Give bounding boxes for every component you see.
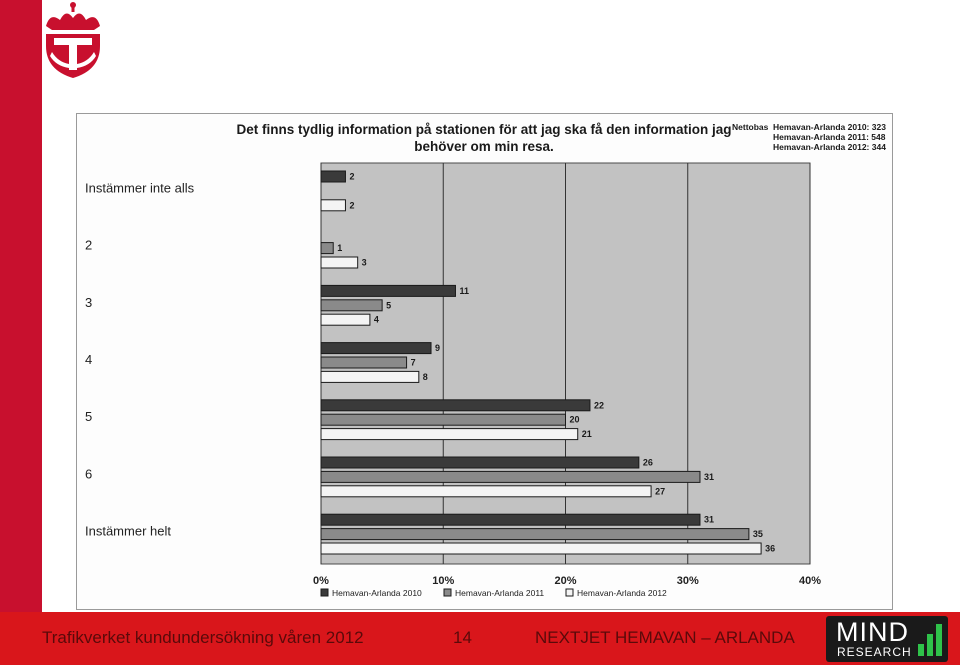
mind-logo-word: MIND: [836, 617, 909, 647]
bar: [320, 470, 701, 483]
footer-bar: [0, 612, 960, 665]
legend-entry: Hemavan-Arlanda 2011: [455, 588, 544, 598]
page-number: 14: [453, 628, 472, 647]
base-line: Hemavan-Arlanda 2011: 548: [773, 132, 886, 142]
bar: [320, 256, 359, 269]
category-label: Instämmer inte alls: [85, 180, 195, 195]
bar: [320, 342, 432, 355]
bar-value-label: 26: [643, 458, 653, 468]
left-accent-bar: [0, 0, 42, 665]
bar-value-label: 4: [374, 315, 379, 325]
mind-bars-icon: [918, 624, 942, 656]
legend-swatch: [443, 588, 452, 597]
bar: [320, 485, 652, 498]
base-heading: Nettobas: [732, 122, 769, 132]
chart-title: behöver om min resa.: [414, 139, 554, 154]
footer-survey-title: Trafikverket kundundersökning våren 2012: [42, 628, 364, 647]
bar-value-label: 20: [570, 415, 580, 425]
category-label: 5: [85, 409, 92, 424]
bar-value-label: 7: [411, 358, 416, 368]
base-line: Hemavan-Arlanda 2010: 323: [773, 122, 886, 132]
bar-value-label: 27: [655, 486, 665, 496]
bar: [320, 399, 591, 412]
category-label: 6: [85, 466, 92, 481]
bar-value-label: 2: [349, 200, 354, 210]
bar: [320, 170, 346, 183]
x-tick-label: 10%: [432, 575, 454, 587]
legend-swatch: [320, 588, 329, 597]
base-line: Hemavan-Arlanda 2012: 344: [773, 142, 886, 152]
bar: [320, 356, 408, 369]
legend-entry: Hemavan-Arlanda 2012: [577, 588, 667, 598]
bar: [320, 528, 750, 541]
category-label: 2: [85, 238, 92, 253]
bar: [320, 313, 371, 326]
bar-value-label: 9: [435, 343, 440, 353]
bar-value-label: 22: [594, 400, 604, 410]
x-tick-label: 40%: [799, 575, 821, 587]
bar-value-label: 31: [704, 515, 714, 525]
category-label: 4: [85, 352, 92, 367]
x-tick-label: 20%: [554, 575, 576, 587]
bar: [320, 542, 762, 555]
bar-value-label: 1: [337, 243, 342, 253]
bar-value-label: 8: [423, 372, 428, 382]
bar-value-label: 21: [582, 429, 592, 439]
bar: [320, 199, 346, 212]
bar-value-label: 11: [459, 286, 469, 296]
bar: [320, 370, 420, 383]
legend-swatch: [565, 588, 574, 597]
crown-t-emblem-icon: [46, 2, 100, 78]
bar: [320, 284, 456, 297]
bar: [320, 428, 579, 441]
x-tick-label: 0%: [313, 575, 329, 587]
bar-value-label: 35: [753, 529, 763, 539]
bar-value-label: 3: [362, 258, 367, 268]
category-label: 3: [85, 295, 92, 310]
bar: [320, 456, 640, 469]
bar-value-label: 2: [349, 172, 354, 182]
bar-value-label: 31: [704, 472, 714, 482]
bar: [320, 299, 383, 312]
legend-entry: Hemavan-Arlanda 2010: [332, 588, 422, 598]
chart-title: Det finns tydlig information på statione…: [236, 122, 731, 137]
bar: [320, 513, 701, 526]
mind-logo-subtext: RESEARCH: [837, 645, 912, 659]
bar-value-label: 5: [386, 300, 391, 310]
bar: [320, 413, 566, 426]
bar: [320, 242, 334, 255]
category-label: Instämmer helt: [85, 524, 171, 539]
x-tick-label: 30%: [677, 575, 699, 587]
footer-route-title: NEXTJET HEMAVAN – ARLANDA: [535, 628, 795, 647]
bar-value-label: 36: [765, 544, 775, 554]
